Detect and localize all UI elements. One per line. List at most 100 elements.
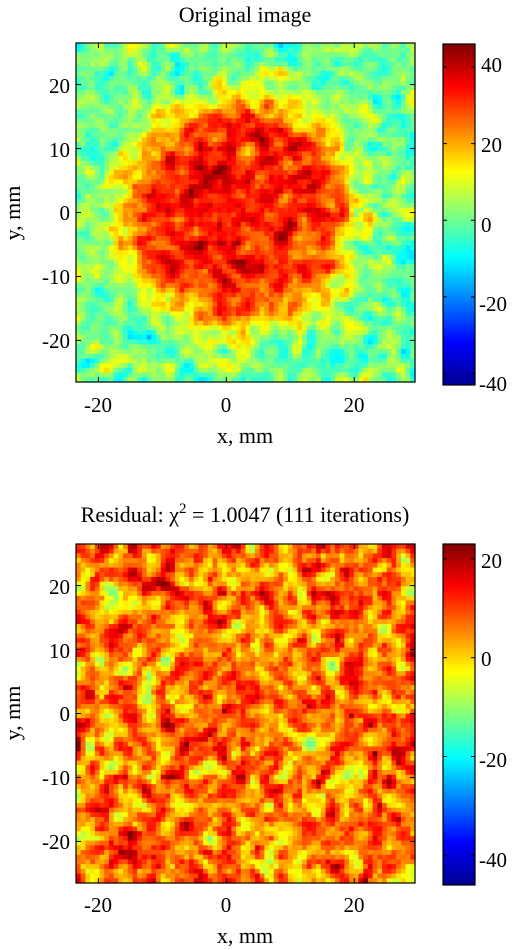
- heatmap-cell: [151, 75, 157, 82]
- heatmap-cell: [123, 245, 129, 251]
- heatmap-cell: [339, 61, 345, 68]
- heatmap-cell: [221, 297, 228, 303]
- heatmap-cell: [203, 306, 209, 312]
- heatmap-cell: [250, 283, 256, 289]
- heatmap-cell: [367, 311, 374, 317]
- heatmap-cell: [386, 240, 393, 247]
- heatmap-cell: [203, 188, 209, 195]
- heatmap-cell: [90, 160, 96, 167]
- heatmap-cell: [245, 141, 251, 148]
- heatmap-cell: [132, 311, 138, 317]
- heatmap-cell: [344, 363, 350, 369]
- heatmap-cell: [212, 306, 218, 312]
- heatmap-cell: [405, 283, 411, 289]
- heatmap-cell: [118, 339, 124, 345]
- heatmap-cell: [179, 141, 185, 148]
- heatmap-cell: [198, 108, 204, 115]
- heatmap-cell: [203, 193, 209, 199]
- heatmap-cell: [278, 146, 284, 152]
- heatmap-cell: [76, 334, 82, 341]
- heatmap-cell: [231, 320, 237, 327]
- heatmap-cell: [410, 221, 416, 228]
- heatmap-cell: [330, 94, 336, 101]
- heatmap-cell: [226, 43, 232, 49]
- heatmap-cell: [330, 108, 336, 115]
- heatmap-cell: [170, 198, 176, 204]
- heatmap-cell: [212, 108, 218, 115]
- heatmap-cell: [184, 184, 190, 190]
- heatmap-cell: [405, 269, 411, 275]
- heatmap-cell: [334, 146, 341, 152]
- heatmap-cell: [344, 193, 350, 199]
- heatmap-cell: [334, 99, 341, 105]
- heatmap-cell: [245, 330, 251, 336]
- heatmap-cell: [94, 80, 101, 86]
- heatmap-cell: [165, 212, 171, 218]
- heatmap-cell: [160, 339, 167, 345]
- heatmap-cell: [226, 203, 232, 209]
- heatmap-cell: [287, 137, 294, 143]
- heatmap-cell: [132, 71, 138, 77]
- heatmap-cell: [212, 127, 218, 134]
- heatmap-cell: [118, 85, 124, 91]
- heatmap-cell: [80, 90, 87, 96]
- heatmap-cell: [198, 47, 204, 54]
- heatmap-cell: [85, 358, 91, 364]
- heatmap-cell: [330, 226, 336, 232]
- heatmap-cell: [316, 156, 322, 162]
- heatmap-cell: [104, 231, 110, 237]
- heatmap-cell: [221, 66, 228, 72]
- heatmap-cell: [325, 325, 331, 331]
- heatmap-cell: [90, 184, 96, 190]
- heatmap-cell: [302, 71, 308, 77]
- heatmap-cell: [377, 240, 383, 247]
- heatmap-cell: [127, 90, 134, 96]
- heatmap-cell: [170, 99, 176, 105]
- heatmap-cell: [339, 165, 345, 171]
- heatmap-cell: [160, 292, 167, 298]
- heatmap-cell: [198, 75, 204, 82]
- heatmap-cell: [377, 349, 383, 355]
- heatmap-cell: [358, 118, 364, 124]
- heatmap-cell: [236, 141, 242, 148]
- heatmap-cell: [363, 71, 369, 77]
- heatmap-cell: [184, 363, 190, 369]
- heatmap-cell: [292, 123, 298, 129]
- heatmap-cell: [269, 132, 275, 138]
- heatmap-cell: [160, 221, 167, 228]
- heatmap-cell: [90, 367, 96, 374]
- heatmap-cell: [400, 141, 407, 148]
- heatmap-cell: [250, 245, 256, 251]
- heatmap-cell: [170, 160, 176, 167]
- heatmap-cell: [240, 151, 247, 157]
- heatmap-cell: [146, 104, 152, 110]
- heatmap-cell: [189, 311, 195, 317]
- heatmap-cell: [146, 198, 152, 204]
- heatmap-cell: [283, 52, 289, 58]
- heatmap-cell: [165, 43, 171, 49]
- heatmap-cell: [151, 141, 157, 148]
- heatmap-cell: [382, 123, 388, 129]
- heatmap-cell: [193, 344, 200, 350]
- heatmap-cell: [283, 198, 289, 204]
- heatmap-cell: [231, 104, 237, 110]
- heatmap-cell: [283, 325, 289, 331]
- heatmap-cell: [184, 349, 190, 355]
- heatmap-cell: [292, 349, 298, 355]
- heatmap-cell: [123, 297, 129, 303]
- heatmap-cell: [400, 104, 407, 110]
- heatmap-cell: [264, 132, 270, 138]
- heatmap-cell: [146, 71, 152, 77]
- heatmap-cell: [156, 245, 162, 251]
- heatmap-cell: [396, 113, 402, 119]
- heatmap-cell: [367, 118, 374, 124]
- heatmap-cell: [212, 212, 218, 218]
- heatmap-cell: [85, 254, 91, 261]
- heatmap-cell: [212, 146, 218, 152]
- heatmap-cell: [146, 344, 152, 350]
- heatmap-cell: [405, 108, 411, 115]
- heatmap-cell: [306, 334, 313, 341]
- heatmap-cell: [297, 259, 303, 265]
- heatmap-cell: [259, 141, 265, 148]
- heatmap-cell: [198, 179, 204, 185]
